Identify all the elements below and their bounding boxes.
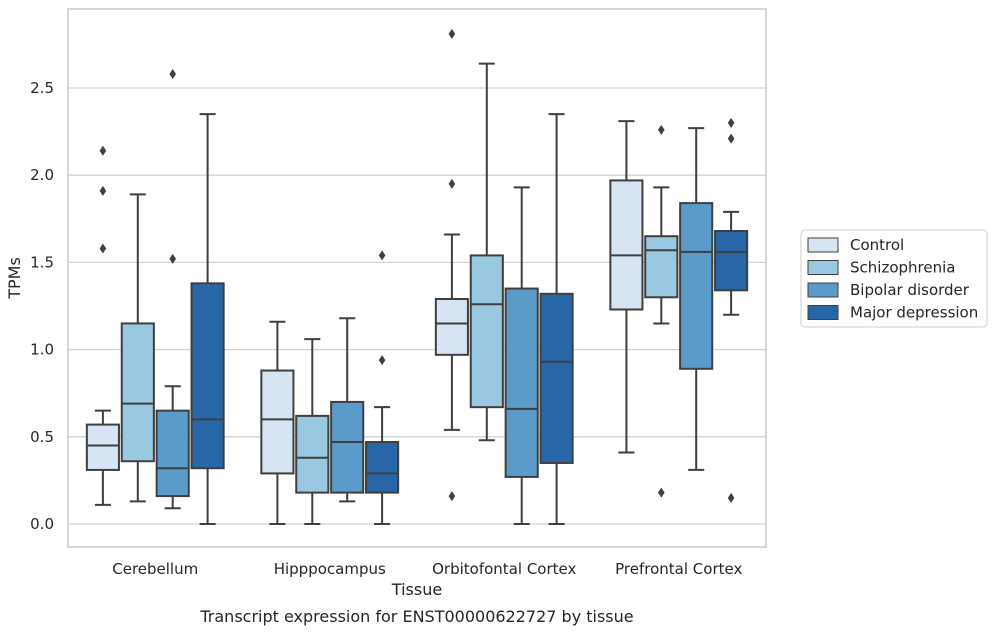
box-plot xyxy=(469,62,504,442)
outlier-point xyxy=(99,185,107,196)
outlier-point xyxy=(658,487,665,498)
x-tick-label: Orbitofontal Cortex xyxy=(432,560,576,578)
outlier-point xyxy=(727,117,735,128)
box-plot xyxy=(260,320,295,525)
box-plot xyxy=(295,338,330,525)
legend-frame xyxy=(800,229,988,328)
box-plot xyxy=(714,117,749,503)
box-plot xyxy=(539,113,574,525)
outlier-point xyxy=(727,133,735,144)
box-iqr xyxy=(469,254,504,409)
y-axis-title: TPMs xyxy=(5,257,24,300)
box-plot xyxy=(504,186,539,525)
outlier-point xyxy=(727,492,735,503)
box-iqr xyxy=(155,409,190,498)
box-groups xyxy=(85,28,749,525)
outlier-point xyxy=(169,253,176,264)
legend-label: Control xyxy=(850,236,904,254)
x-axis-title: Tissue xyxy=(391,580,442,599)
box-iqr xyxy=(365,441,400,494)
box-plot xyxy=(365,250,400,525)
y-tick-label: 2.5 xyxy=(30,79,54,97)
box-iqr xyxy=(190,282,225,470)
box-plot xyxy=(434,28,469,502)
y-tick-label: 0.5 xyxy=(30,428,54,446)
x-tick-label: Prefrontal Cortex xyxy=(615,560,742,578)
x-tick-label: Hipppocampus xyxy=(274,560,386,578)
box-plot xyxy=(679,127,714,471)
box-iqr xyxy=(714,230,749,292)
box-plot xyxy=(85,145,120,506)
box-plot xyxy=(330,317,365,503)
outlier-point xyxy=(448,28,456,39)
box-plot xyxy=(155,69,190,510)
box-plot xyxy=(190,113,225,525)
box-iqr xyxy=(644,235,679,299)
box-iqr xyxy=(120,322,155,463)
legend-label: Schizophrenia xyxy=(850,259,955,277)
box-plot xyxy=(609,120,644,454)
outlier-point xyxy=(448,178,456,189)
box-iqr xyxy=(609,179,644,311)
plot-frame xyxy=(67,8,767,548)
box-iqr xyxy=(504,287,539,478)
legend-label: Bipolar disorder xyxy=(850,281,970,299)
legend-label: Major depression xyxy=(850,304,978,322)
box-iqr xyxy=(679,202,714,370)
legend-swatch xyxy=(807,260,839,275)
legend-swatch xyxy=(807,237,839,253)
box-plot xyxy=(644,124,679,498)
y-tick-label: 0.0 xyxy=(30,515,54,533)
box-iqr xyxy=(85,423,120,471)
outlier-point xyxy=(169,69,176,80)
box-iqr xyxy=(330,400,365,494)
y-tick-label: 2.0 xyxy=(30,166,54,184)
y-tick-label: 1.0 xyxy=(30,341,54,359)
outlier-point xyxy=(99,243,107,254)
box-iqr xyxy=(260,369,295,475)
box-plot xyxy=(120,193,155,503)
outlier-point xyxy=(378,250,386,261)
x-axis-ticks: Cerebellum Hipppocampus Orbitofontal Corte… xyxy=(112,560,742,578)
outlier-point xyxy=(448,491,456,502)
chart-caption: Transcript expression for ENST0000062272… xyxy=(199,607,633,626)
x-tick-label: Cerebellum xyxy=(112,560,198,578)
box-iqr xyxy=(295,414,330,494)
outlier-point xyxy=(658,124,665,135)
box-iqr xyxy=(434,298,469,356)
box-iqr xyxy=(539,292,574,464)
y-tick-label: 1.5 xyxy=(30,253,54,271)
outlier-point xyxy=(378,355,386,366)
legend: Control Schizophrenia Bipolar disorder Majo… xyxy=(800,229,988,328)
y-axis-ticks: 0.0 0.5 1.0 1.5 2.0 2.5 xyxy=(30,79,54,533)
legend-swatch xyxy=(807,305,839,320)
outlier-point xyxy=(99,145,107,156)
legend-swatch xyxy=(807,282,839,298)
